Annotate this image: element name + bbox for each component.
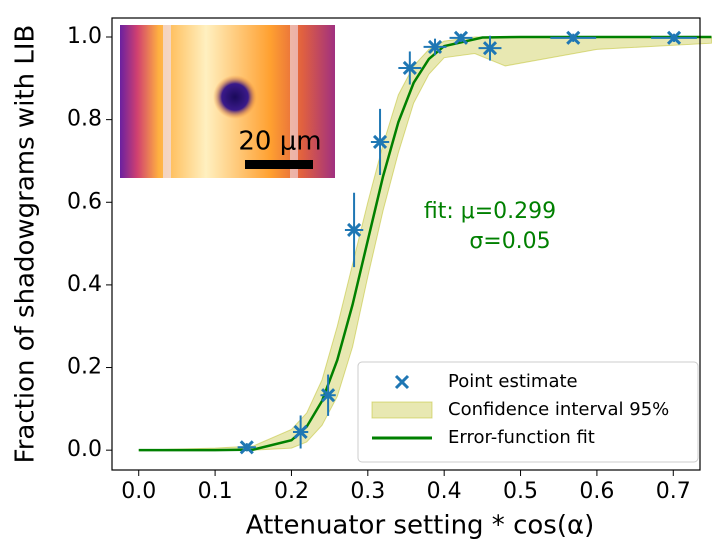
scale-label: 20 μm bbox=[238, 127, 321, 157]
point-marker bbox=[666, 30, 682, 45]
legend-box bbox=[357, 361, 699, 463]
x-tick-label: 0.3 bbox=[350, 479, 385, 504]
legend-label: Confidence interval 95% bbox=[448, 399, 669, 420]
x-tick-label: 0.1 bbox=[198, 479, 233, 504]
inset-stripe bbox=[163, 25, 171, 178]
confidence-band bbox=[138, 36, 712, 451]
annotation: fit: μ=0.299 bbox=[424, 199, 556, 224]
point-marker bbox=[402, 60, 417, 76]
point-marker bbox=[347, 222, 362, 238]
annotation: σ=0.05 bbox=[469, 229, 550, 254]
legend-swatch bbox=[371, 401, 433, 419]
point-marker bbox=[372, 134, 388, 150]
legend-swatch bbox=[394, 374, 410, 390]
point-marker bbox=[482, 41, 498, 56]
axes-frame bbox=[111, 17, 701, 471]
y-tick-label: 0.2 bbox=[67, 355, 102, 380]
plot-area: 0.0 0.1 0.2 0.3 0.4 0.5 0.6 0.7 0.0 0.2 0.4 0.6 0.8 1… bbox=[67, 17, 712, 504]
x-tick-label: 0.7 bbox=[656, 479, 691, 504]
point-marker bbox=[321, 388, 336, 403]
point-marker bbox=[453, 30, 469, 45]
inset-spot bbox=[213, 75, 257, 119]
point-marker bbox=[293, 424, 308, 440]
legend-label: Error-function fit bbox=[448, 427, 595, 448]
x-tick-label: 0.5 bbox=[503, 479, 538, 504]
x-tick-label: 0.6 bbox=[579, 479, 614, 504]
y-tick-label: 0.0 bbox=[67, 437, 102, 462]
point-marker bbox=[427, 39, 443, 54]
y-axis-label: Fraction of shadowgrams with LIB bbox=[11, 25, 41, 464]
y-tick-label: 0.4 bbox=[67, 272, 102, 297]
point-marker bbox=[239, 440, 254, 455]
point-marker bbox=[566, 30, 581, 45]
inset-image: 20 μm bbox=[120, 25, 335, 178]
x-axis-label: Attenuator setting * cos(α) bbox=[246, 511, 595, 541]
inset-stripe bbox=[290, 25, 298, 178]
legend-label: Point estimate bbox=[448, 371, 578, 392]
x-tick-label: 0.0 bbox=[121, 479, 156, 504]
y-tick-label: 0.8 bbox=[67, 107, 102, 132]
y-tick-label: 1.0 bbox=[67, 24, 102, 49]
x-tick-label: 0.2 bbox=[274, 479, 309, 504]
scale-bar bbox=[245, 160, 313, 169]
y-tick-label: 0.6 bbox=[67, 189, 102, 214]
x-tick-label: 0.4 bbox=[427, 479, 462, 504]
